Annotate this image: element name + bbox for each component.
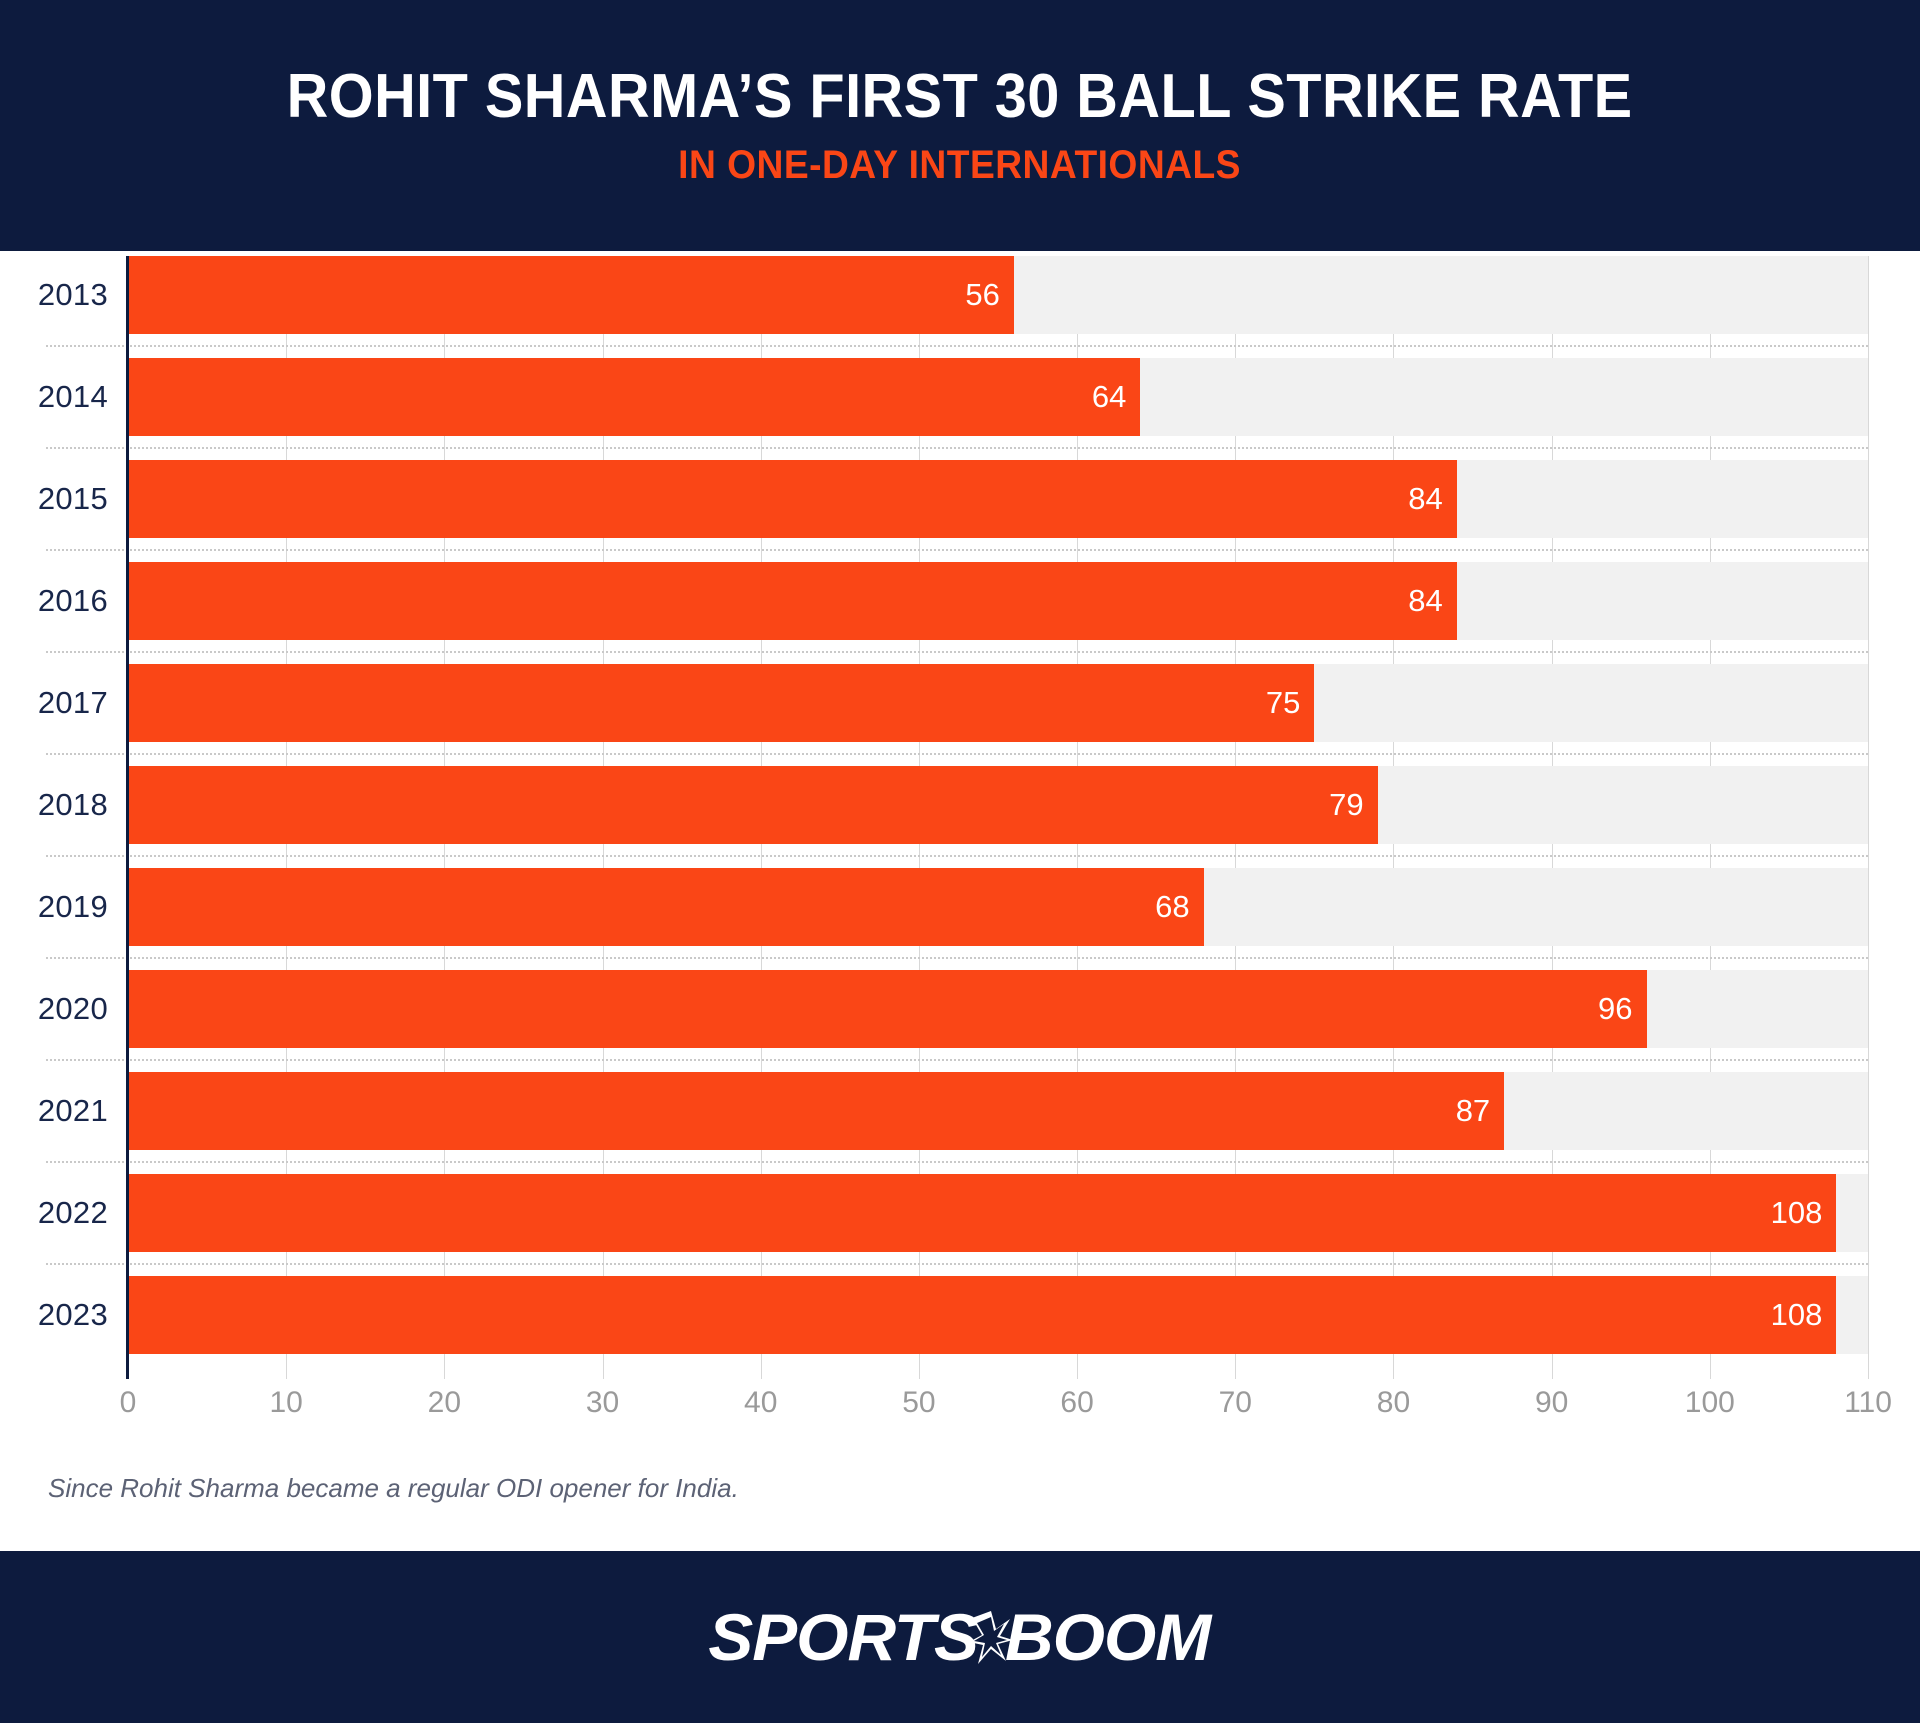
bar-value-label: 87 (1455, 1093, 1491, 1128)
x-axis-ticks: 0 10 20 30 40 50 60 70 80 90 100 110 (0, 1386, 1920, 1446)
row-separator (46, 855, 1868, 857)
bar-2021[interactable]: 87 (128, 1072, 1505, 1150)
bar-value-label: 79 (1329, 787, 1364, 822)
chart-footnote: Since Rohit Sharma became a regular ODI … (48, 1473, 739, 1503)
bar-value-label: 56 (965, 277, 1000, 312)
logo-text-sports: SPORTS (708, 1600, 979, 1674)
bar-rows: 2013 56 2014 64 2015 84 2016 84 2017 75 2018 79 2019… (0, 256, 1920, 1379)
bar-value-label: 64 (1091, 379, 1127, 414)
bar-2018[interactable]: 79 (128, 766, 1378, 844)
category-label-2014: 2014 (37, 379, 108, 414)
row-separator (46, 1059, 1868, 1061)
y-axis-line (126, 256, 129, 1379)
row-separator (46, 1263, 1868, 1265)
bar-row: 2021 87 (0, 1072, 1920, 1174)
bar-row: 2013 56 (0, 256, 1920, 358)
category-label-2020: 2020 (37, 991, 108, 1026)
gridline-110 (1868, 256, 1869, 1379)
sportsboom-logo[interactable]: SPORTS BOOM (708, 1599, 1212, 1675)
bar-row: 2019 68 (0, 868, 1920, 970)
x-tick-label-30: 30 (585, 1386, 620, 1419)
x-tick-label-60: 60 (1060, 1386, 1094, 1419)
category-label-2013: 2013 (37, 277, 108, 312)
x-tick-label-50: 50 (902, 1386, 936, 1419)
header-banner: ROHIT SHARMA’S FIRST 30 BALL STRIKE RATE… (0, 0, 1920, 251)
bar-2016[interactable]: 84 (128, 562, 1457, 640)
category-label-2018: 2018 (37, 787, 108, 822)
bar-2015[interactable]: 84 (128, 460, 1457, 538)
bar-row: 2022 108 (0, 1174, 1920, 1276)
x-tick-label-90: 90 (1534, 1386, 1569, 1419)
bar-row: 2023 108 (0, 1276, 1920, 1378)
x-tick-label-70: 70 (1218, 1386, 1252, 1419)
bar-row: 2018 79 (0, 766, 1920, 868)
row-separator (46, 651, 1868, 653)
logo-text-boom: BOOM (1005, 1600, 1211, 1674)
bar-2013[interactable]: 56 (128, 256, 1014, 334)
bar-value-label: 96 (1598, 991, 1633, 1026)
row-separator (46, 753, 1868, 755)
category-label-2016: 2016 (37, 583, 108, 618)
category-label-2019: 2019 (37, 889, 108, 924)
row-separator (46, 447, 1868, 449)
row-separator (46, 957, 1868, 959)
bar-value-label: 108 (1770, 1195, 1823, 1230)
bar-value-label: 84 (1408, 583, 1443, 618)
category-label-2015: 2015 (37, 481, 108, 516)
x-tick-label-0: 0 (119, 1386, 137, 1419)
x-tick-label-40: 40 (744, 1386, 778, 1419)
category-label-2022: 2022 (37, 1195, 108, 1230)
burst-icon (969, 1609, 1014, 1669)
bar-row: 2014 64 (0, 358, 1920, 460)
bar-row: 2020 96 (0, 970, 1920, 1072)
row-separator (46, 549, 1868, 551)
bar-2017[interactable]: 75 (128, 664, 1315, 742)
bar-value-label: 108 (1770, 1297, 1823, 1332)
footer-banner: SPORTS BOOM (0, 1551, 1920, 1723)
bar-2019[interactable]: 68 (128, 868, 1204, 946)
page-subtitle: IN ONE-DAY INTERNATIONALS (678, 143, 1242, 188)
row-separator (46, 1161, 1868, 1163)
bar-row: 2015 84 (0, 460, 1920, 562)
category-label-2023: 2023 (37, 1297, 108, 1332)
bar-row: 2016 84 (0, 562, 1920, 664)
category-label-2021: 2021 (37, 1093, 108, 1128)
x-tick-label-100: 100 (1684, 1386, 1735, 1419)
x-tick-label-80: 80 (1376, 1386, 1411, 1419)
bar-row: 2017 75 (0, 664, 1920, 766)
page-title: ROHIT SHARMA’S FIRST 30 BALL STRIKE RATE (287, 61, 1633, 131)
x-tick-label-20: 20 (427, 1386, 462, 1419)
bar-2023[interactable]: 108 (128, 1276, 1837, 1354)
x-tick-label-10: 10 (269, 1386, 303, 1419)
bar-2022[interactable]: 108 (128, 1174, 1837, 1252)
chart-container: 2013 56 2014 64 2015 84 2016 84 2017 75 2018 79 2019… (0, 251, 1920, 1551)
row-separator (46, 345, 1868, 347)
bar-value-label: 84 (1408, 481, 1443, 516)
bar-2014[interactable]: 64 (128, 358, 1141, 436)
x-tick-label-110: 110 (1844, 1386, 1892, 1419)
bar-value-label: 75 (1265, 685, 1301, 720)
bar-value-label: 68 (1155, 889, 1190, 924)
bar-2020[interactable]: 96 (128, 970, 1647, 1048)
category-label-2017: 2017 (37, 685, 108, 720)
